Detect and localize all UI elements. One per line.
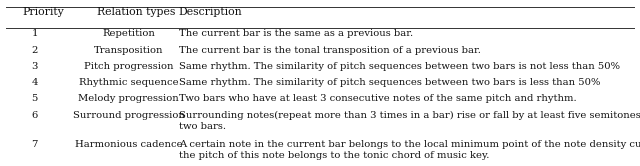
Text: 5: 5 [31,94,38,103]
Text: Priority: Priority [22,7,64,17]
Text: 3: 3 [31,62,38,71]
Text: Same rhythm. The similarity of pitch sequences between two bars is not less than: Same rhythm. The similarity of pitch seq… [179,62,620,71]
Text: 2: 2 [31,46,38,55]
Text: Surround progression: Surround progression [73,111,185,120]
Text: Pitch progression: Pitch progression [84,62,173,71]
Text: A certain note in the current bar belongs to the local minimum point of the note: A certain note in the current bar belong… [179,140,640,160]
Text: Description: Description [179,7,243,17]
Text: Melody progression: Melody progression [78,94,179,103]
Text: Rhythmic sequence: Rhythmic sequence [79,78,179,87]
Text: Relation types: Relation types [97,7,176,17]
Text: 7: 7 [31,140,38,149]
Text: 4: 4 [31,78,38,87]
Text: The current bar is the same as a previous bar.: The current bar is the same as a previou… [179,29,413,38]
Text: The current bar is the tonal transposition of a previous bar.: The current bar is the tonal transpositi… [179,46,481,55]
Text: Harmonious cadence: Harmonious cadence [75,140,182,149]
Text: Repetition: Repetition [102,29,155,38]
Text: Two bars who have at least 3 consecutive notes of the same pitch and rhythm.: Two bars who have at least 3 consecutive… [179,94,577,103]
Text: 6: 6 [31,111,38,120]
Text: 1: 1 [31,29,38,38]
Text: Surrounding notes(repeat more than 3 times in a bar) rise or fall by at least fi: Surrounding notes(repeat more than 3 tim… [179,111,640,131]
Text: Transposition: Transposition [94,46,163,55]
Text: Same rhythm. The similarity of pitch sequences between two bars is less than 50%: Same rhythm. The similarity of pitch seq… [179,78,600,87]
